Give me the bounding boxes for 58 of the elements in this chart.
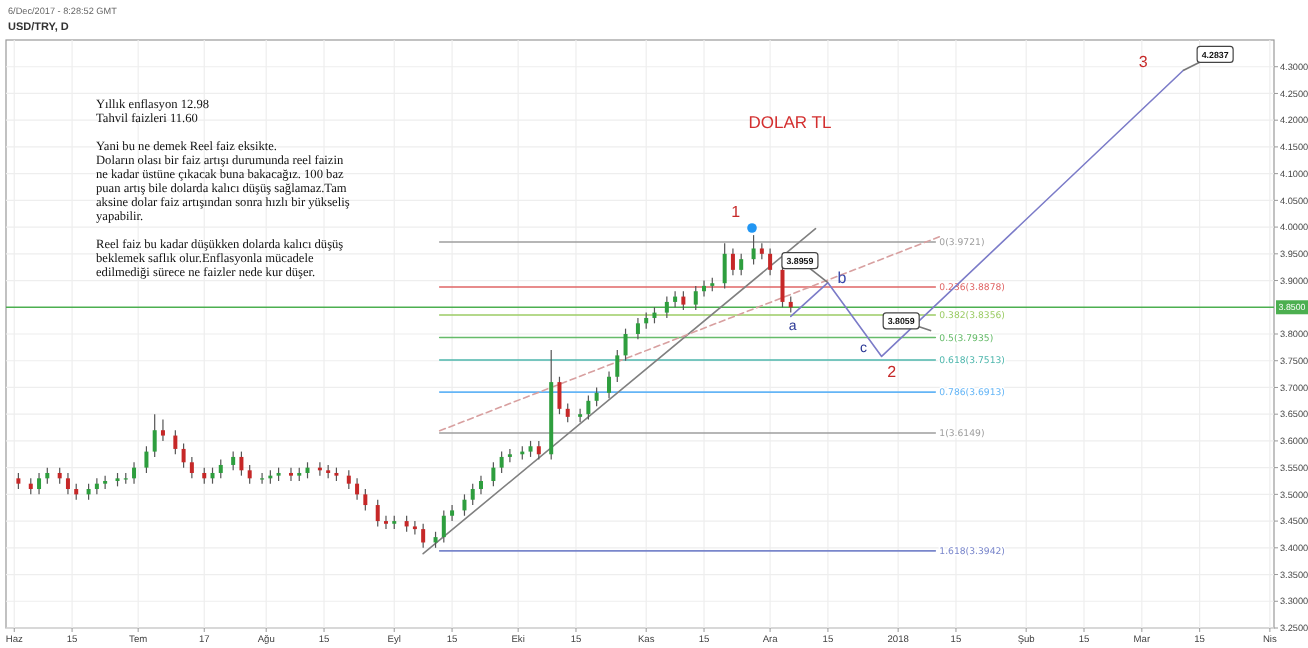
candlestick [218,459,223,479]
candlestick [615,349,620,383]
candlestick [412,520,417,536]
candlestick [288,467,293,482]
candlestick [462,493,467,517]
candlestick [507,448,512,463]
candlestick [247,464,252,485]
candlestick [681,290,686,311]
candlestick [702,279,707,298]
candlestick [607,370,612,399]
candlestick [94,477,99,495]
candlestick [189,456,194,479]
candlestick [722,242,727,290]
candlestick [536,440,541,461]
candlestick [132,461,137,485]
candlestick [65,472,70,495]
candlestick [346,469,351,490]
annotation: 3 [1138,52,1149,71]
candlestick [260,472,265,485]
candlestick [635,317,640,340]
candlestick [751,234,756,266]
candlestick [470,483,475,506]
candlestick [383,515,388,530]
candlestick [739,253,744,276]
candlestick [623,328,628,362]
candlestick [768,247,773,276]
candlestick [144,445,149,474]
annotation: b [837,268,848,287]
text: DOLAR TL [748,112,832,132]
candlestick [565,402,570,423]
candlestick [152,413,157,458]
annotation: 1 [731,203,742,222]
annotation: 2 [887,362,898,381]
candlestick [37,472,42,495]
candlestick [231,451,236,471]
candlestick [586,394,591,421]
candlestick [160,418,165,442]
candlestick [173,429,178,455]
candlestick [363,488,368,511]
candlestick [730,247,735,276]
candlestick [239,451,244,477]
candlestick [578,408,583,423]
candlestick [355,477,360,501]
candlestick [780,263,785,308]
candlestick [499,451,504,474]
candlestick [441,509,446,544]
candlestick [594,386,599,407]
candlestick [664,295,669,319]
candlestick [421,523,426,549]
candlestick [491,461,496,487]
candlestick [103,475,108,490]
candlestick [450,504,455,522]
candlestick [181,442,186,469]
candlestick [693,285,698,311]
candlestick [673,290,678,308]
candlestick [375,499,380,528]
candlestick [557,376,562,415]
candlestick [478,475,483,495]
